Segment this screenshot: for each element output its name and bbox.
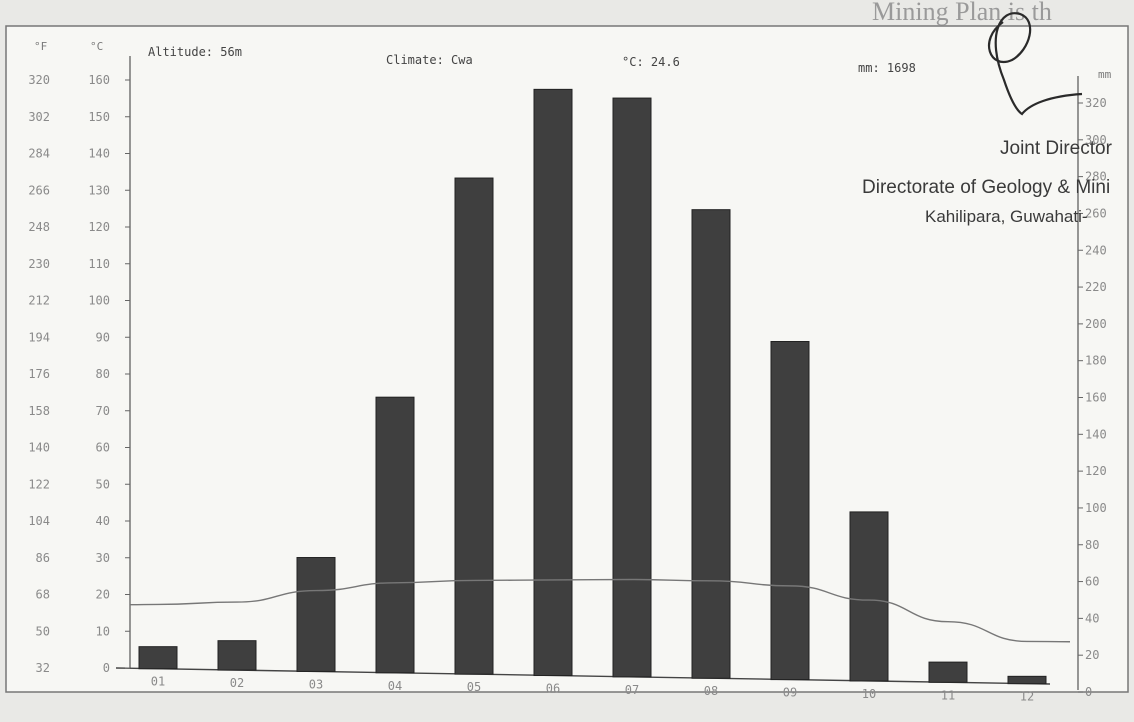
precipitation-tick-label: 180 xyxy=(1085,354,1107,368)
fahrenheit-tick-label: 230 xyxy=(28,257,50,271)
fahrenheit-tick-label: 122 xyxy=(28,477,50,491)
x-axis xyxy=(115,667,1051,685)
month-label: 05 xyxy=(467,680,481,694)
precipitation-bar xyxy=(217,640,257,671)
precipitation-bar xyxy=(454,177,494,675)
climate-label: Climate: Cwa xyxy=(386,53,473,67)
celsius-tick-label: 0 xyxy=(103,661,110,675)
precipitation-bar xyxy=(691,209,731,679)
precipitation-bar xyxy=(296,557,336,672)
fahrenheit-tick-label: 158 xyxy=(28,404,50,418)
celsius-tick-label: 40 xyxy=(96,514,110,528)
celsius-tick-label: 110 xyxy=(88,257,110,271)
stamp-address: Kahilipara, Guwahati- xyxy=(925,207,1088,226)
precipitation-bar xyxy=(533,88,573,677)
month-labels: 01 02 03 04 05 06 07 08 09 10 11 12 xyxy=(151,675,1034,704)
month-label: 10 xyxy=(862,687,876,701)
fahrenheit-tick-label: 68 xyxy=(36,588,50,602)
precipitation-tick-label: 120 xyxy=(1085,464,1107,478)
precipitation-tick-label: 20 xyxy=(1085,648,1099,662)
stamp-organisation: Directorate of Geology & Mini xyxy=(862,177,1110,198)
annual-precipitation-label: mm: 1698 xyxy=(858,61,916,75)
fahrenheit-tick-label: 104 xyxy=(28,514,50,528)
celsius-tick-label: 140 xyxy=(88,147,110,161)
millimetre-unit: mm xyxy=(1098,68,1112,81)
precipitation-tick-label: 320 xyxy=(1085,96,1107,110)
celsius-tick-label: 90 xyxy=(96,330,110,344)
celsius-tick-label: 60 xyxy=(96,441,110,455)
precipitation-tick-label: 200 xyxy=(1085,317,1107,331)
month-label: 04 xyxy=(388,679,402,693)
celsius-tick-label: 100 xyxy=(88,294,110,308)
month-label: 11 xyxy=(941,688,955,702)
month-label: 01 xyxy=(151,675,165,689)
precipitation-bars xyxy=(138,88,1047,685)
precipitation-tick-label: 60 xyxy=(1085,575,1099,589)
precipitation-bar xyxy=(1007,675,1047,685)
precipitation-bar xyxy=(770,340,810,681)
right-tick-labels: 0 20 40 60 80 100 120 140 160 180 200 220 240 260 280 3… xyxy=(1078,96,1107,699)
celsius-tick-label: 70 xyxy=(96,404,110,418)
fahrenheit-tick-label: 284 xyxy=(28,147,50,161)
fahrenheit-tick-label: 266 xyxy=(28,183,50,197)
month-label: 12 xyxy=(1020,690,1034,704)
fahrenheit-tick-label: 176 xyxy=(28,367,50,381)
stamp-title: Joint Director xyxy=(1000,138,1113,159)
celsius-tick-label: 10 xyxy=(96,624,110,638)
temperature-line xyxy=(129,578,1071,643)
precipitation-tick-label: 220 xyxy=(1085,280,1107,294)
celsius-tick-label: 50 xyxy=(96,477,110,491)
month-label: 03 xyxy=(309,677,323,691)
precipitation-tick-label: 300 xyxy=(1085,133,1107,147)
precipitation-bar xyxy=(375,396,415,674)
fahrenheit-tick-label: 320 xyxy=(28,73,50,87)
celsius-unit: °C xyxy=(90,40,103,53)
fahrenheit-tick-label: 140 xyxy=(28,441,50,455)
precipitation-tick-label: 280 xyxy=(1085,170,1107,184)
official-stamp: Mining Plan is th Joint Director Directo… xyxy=(862,0,1113,226)
celsius-tick-label: 80 xyxy=(96,367,110,381)
fahrenheit-tick-label: 50 xyxy=(36,624,50,638)
signature-scribble xyxy=(987,12,1083,116)
precipitation-tick-label: 260 xyxy=(1085,206,1107,220)
fahrenheit-tick-label: 86 xyxy=(36,551,50,565)
celsius-tick-label: 20 xyxy=(96,588,110,602)
precipitation-tick-label: 240 xyxy=(1085,243,1107,257)
fahrenheit-tick-label: 302 xyxy=(28,110,50,124)
celsius-tick-label: 120 xyxy=(88,220,110,234)
month-label: 02 xyxy=(230,676,244,690)
month-label: 09 xyxy=(783,686,797,700)
fahrenheit-unit: °F xyxy=(34,40,47,53)
mean-temperature-label: °C: 24.6 xyxy=(622,55,680,69)
fahrenheit-tick-label: 32 xyxy=(36,661,50,675)
celsius-tick-label: 30 xyxy=(96,551,110,565)
month-label: 06 xyxy=(546,682,560,696)
precipitation-bar xyxy=(612,97,652,678)
celsius-tick-label: 130 xyxy=(88,183,110,197)
fahrenheit-tick-label: 212 xyxy=(28,294,50,308)
precipitation-tick-label: 40 xyxy=(1085,611,1099,625)
fahrenheit-tick-label: 248 xyxy=(28,220,50,234)
precipitation-tick-label: 0 xyxy=(1085,685,1092,699)
celsius-tick-label: 150 xyxy=(88,110,110,124)
altitude-label: Altitude: 56m xyxy=(148,45,242,59)
precipitation-bar xyxy=(138,646,178,670)
precipitation-bar xyxy=(928,661,968,683)
precipitation-tick-label: 100 xyxy=(1085,501,1107,515)
celsius-tick-label: 160 xyxy=(88,73,110,87)
header-text-fragment: Mining Plan is th xyxy=(872,0,1052,26)
precipitation-tick-label: 140 xyxy=(1085,427,1107,441)
precipitation-tick-label: 160 xyxy=(1085,391,1107,405)
precipitation-bar xyxy=(849,511,889,682)
precipitation-tick-label: 80 xyxy=(1085,538,1099,552)
month-label: 07 xyxy=(625,683,639,697)
month-label: 08 xyxy=(704,684,718,698)
fahrenheit-tick-label: 194 xyxy=(28,330,50,344)
